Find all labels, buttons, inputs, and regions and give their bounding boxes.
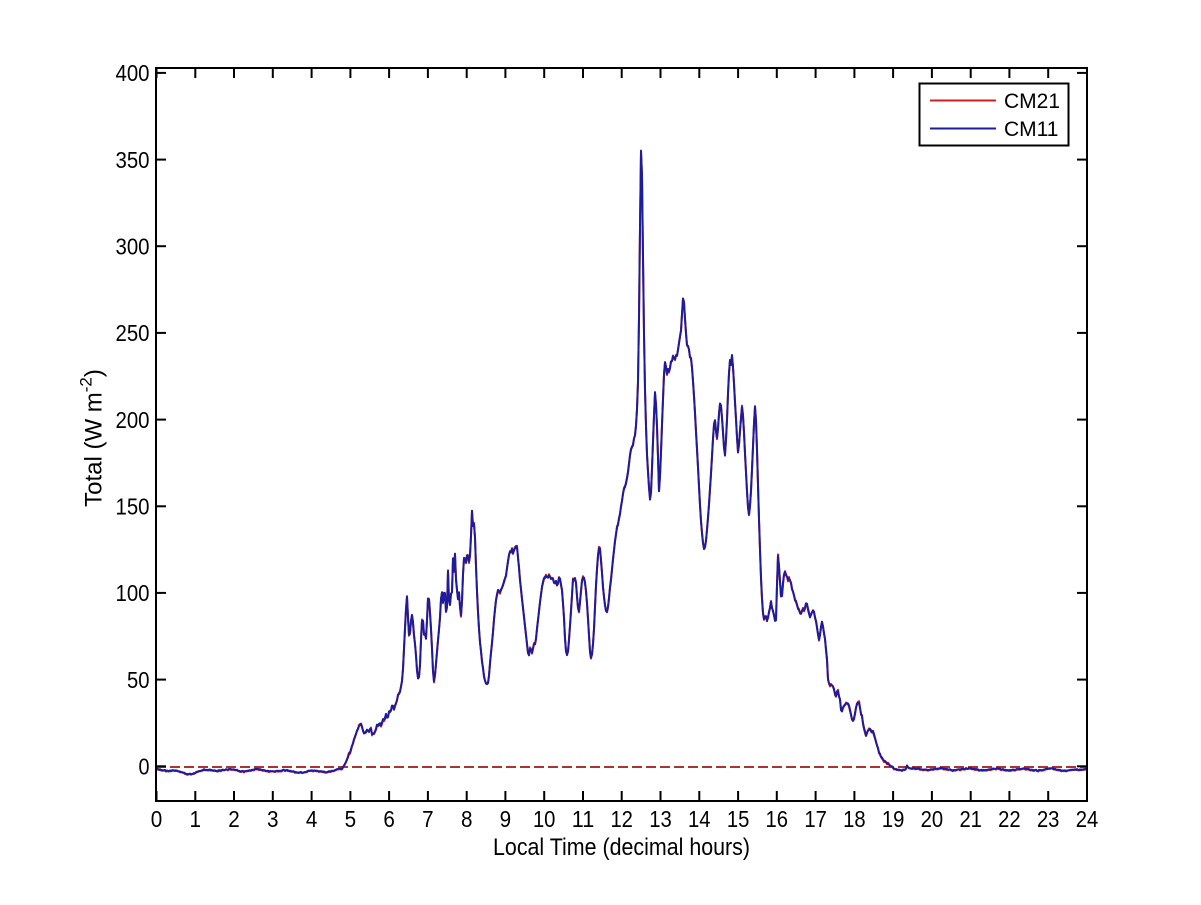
svg-text:14: 14 bbox=[688, 806, 711, 832]
svg-text:1: 1 bbox=[190, 806, 202, 832]
svg-text:150: 150 bbox=[116, 494, 150, 520]
svg-text:3: 3 bbox=[267, 806, 279, 832]
svg-text:CM11: CM11 bbox=[1004, 118, 1058, 141]
svg-text:6: 6 bbox=[383, 806, 395, 832]
svg-text:250: 250 bbox=[116, 320, 150, 346]
svg-text:8: 8 bbox=[461, 806, 473, 832]
svg-text:18: 18 bbox=[843, 806, 866, 832]
svg-text:21: 21 bbox=[959, 806, 982, 832]
svg-text:5: 5 bbox=[345, 806, 357, 832]
svg-text:19: 19 bbox=[882, 806, 905, 832]
svg-text:0: 0 bbox=[151, 806, 163, 832]
svg-text:200: 200 bbox=[116, 407, 150, 433]
svg-text:15: 15 bbox=[727, 806, 750, 832]
svg-text:16: 16 bbox=[766, 806, 789, 832]
svg-text:13: 13 bbox=[649, 806, 672, 832]
svg-text:9: 9 bbox=[500, 806, 512, 832]
svg-text:300: 300 bbox=[116, 233, 150, 259]
svg-text:100: 100 bbox=[116, 580, 150, 606]
svg-text:24: 24 bbox=[1076, 806, 1099, 832]
svg-text:350: 350 bbox=[116, 147, 150, 173]
svg-text:50: 50 bbox=[127, 667, 150, 693]
svg-text:22: 22 bbox=[998, 806, 1021, 832]
svg-text:4: 4 bbox=[306, 806, 318, 832]
svg-text:23: 23 bbox=[1037, 806, 1060, 832]
svg-text:17: 17 bbox=[804, 806, 827, 832]
svg-text:CM21: CM21 bbox=[1004, 90, 1060, 113]
svg-text:11: 11 bbox=[572, 806, 595, 832]
svg-text:12: 12 bbox=[610, 806, 633, 832]
svg-text:Local Time (decimal hours): Local Time (decimal hours) bbox=[493, 834, 750, 861]
svg-text:400: 400 bbox=[116, 60, 150, 86]
svg-text:7: 7 bbox=[422, 806, 434, 832]
svg-text:20: 20 bbox=[921, 806, 944, 832]
svg-text:2: 2 bbox=[228, 806, 240, 832]
svg-text:10: 10 bbox=[533, 806, 556, 832]
svg-text:0: 0 bbox=[139, 754, 150, 780]
